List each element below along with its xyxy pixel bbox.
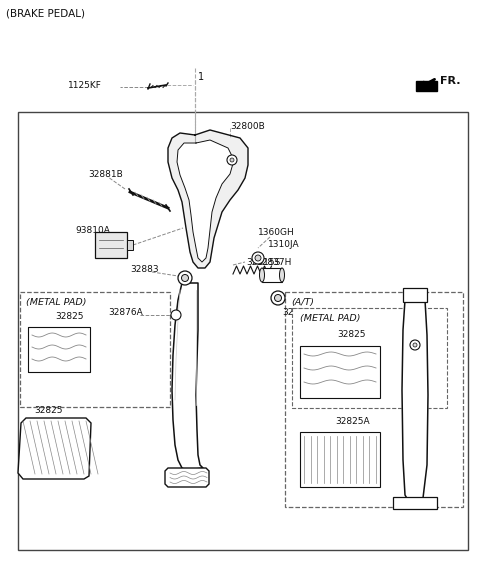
Circle shape xyxy=(255,255,261,261)
Circle shape xyxy=(171,310,181,320)
Polygon shape xyxy=(416,81,437,91)
Text: 1310JA: 1310JA xyxy=(268,240,300,249)
Circle shape xyxy=(230,158,234,162)
Text: 32825A: 32825A xyxy=(335,417,370,426)
Text: 32883: 32883 xyxy=(130,265,158,274)
Text: 1125KF: 1125KF xyxy=(68,81,102,90)
Text: (A/T): (A/T) xyxy=(291,298,314,307)
Text: (METAL PAD): (METAL PAD) xyxy=(300,314,360,323)
Bar xyxy=(292,308,447,408)
Bar xyxy=(262,268,282,282)
Polygon shape xyxy=(402,300,428,500)
Bar xyxy=(393,497,437,509)
Bar xyxy=(300,346,380,398)
Ellipse shape xyxy=(279,268,285,282)
Circle shape xyxy=(410,340,420,350)
Text: (BRAKE PEDAL): (BRAKE PEDAL) xyxy=(6,8,85,18)
Text: 32876A: 32876A xyxy=(108,308,143,317)
Text: 32825: 32825 xyxy=(55,312,84,321)
Text: 32825: 32825 xyxy=(337,330,365,339)
Bar xyxy=(127,240,133,250)
Bar xyxy=(403,288,427,302)
Circle shape xyxy=(413,343,417,347)
Text: 32825: 32825 xyxy=(34,406,62,415)
Circle shape xyxy=(275,294,281,301)
Polygon shape xyxy=(172,283,203,470)
Polygon shape xyxy=(165,468,209,487)
Polygon shape xyxy=(18,418,91,479)
Circle shape xyxy=(178,271,192,285)
Polygon shape xyxy=(168,130,248,268)
Bar xyxy=(285,292,463,507)
Text: 32837H: 32837H xyxy=(256,258,291,267)
Text: FR.: FR. xyxy=(440,76,460,86)
Circle shape xyxy=(271,291,285,305)
Text: (METAL PAD): (METAL PAD) xyxy=(26,298,86,307)
Bar xyxy=(95,232,127,258)
Polygon shape xyxy=(177,140,234,262)
Bar xyxy=(20,292,170,407)
Bar xyxy=(18,112,468,550)
Text: 32815S: 32815S xyxy=(246,258,280,267)
Text: 32800B: 32800B xyxy=(230,122,265,131)
Ellipse shape xyxy=(260,268,264,282)
Text: 93810A: 93810A xyxy=(75,226,110,235)
Circle shape xyxy=(252,252,264,264)
Text: 1: 1 xyxy=(198,72,204,82)
Text: 32883: 32883 xyxy=(282,308,311,317)
Circle shape xyxy=(181,274,189,282)
Circle shape xyxy=(227,155,237,165)
Bar xyxy=(28,327,90,372)
Text: 1360GH: 1360GH xyxy=(258,228,295,237)
Bar xyxy=(300,432,380,487)
Text: 32881B: 32881B xyxy=(88,170,123,179)
